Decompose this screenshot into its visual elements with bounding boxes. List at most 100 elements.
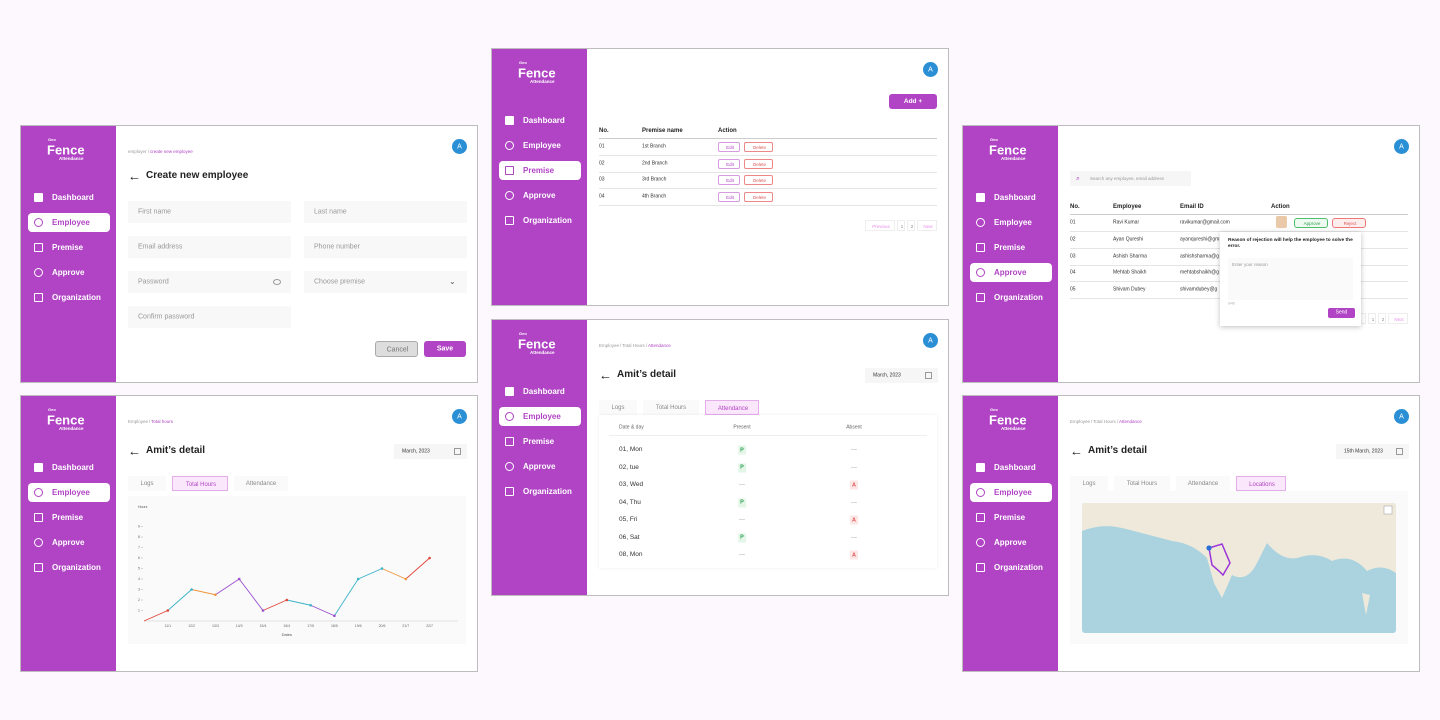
menu-item[interactable]: Premise: [499, 432, 581, 451]
send-button[interactable]: Send: [1328, 308, 1355, 318]
input-field[interactable]: Confirm password: [128, 306, 291, 328]
page-button[interactable]: Previous: [865, 220, 895, 231]
menu-label: Organization: [523, 487, 572, 496]
menu-item[interactable]: Employee: [499, 407, 581, 426]
cell: 03: [1070, 253, 1076, 260]
menu-item[interactable]: Organization: [28, 558, 110, 577]
menu-item[interactable]: Employee: [28, 483, 110, 502]
date-picker[interactable]: March, 2023: [865, 368, 938, 383]
tab[interactable]: Logs: [599, 400, 637, 415]
page-button[interactable]: 1: [897, 220, 905, 231]
input-field[interactable]: Email address: [128, 236, 291, 258]
delete-button[interactable]: Delete: [744, 175, 773, 185]
date-text: March, 2023: [873, 372, 901, 378]
add-button[interactable]: Add +: [889, 94, 937, 109]
menu-icon: [976, 293, 985, 302]
menu-item[interactable]: Organization: [970, 288, 1052, 307]
input-field[interactable]: First name: [128, 201, 291, 223]
menu-item[interactable]: Approve: [970, 263, 1052, 282]
menu-item[interactable]: Approve: [970, 533, 1052, 552]
approve-button[interactable]: Approve: [1294, 218, 1328, 228]
menu-item[interactable]: Dashboard: [499, 382, 581, 401]
employee-photo: [1276, 216, 1287, 228]
edit-button[interactable]: Edit: [718, 142, 740, 152]
delete-button[interactable]: Delete: [744, 142, 773, 152]
tab[interactable]: Attendance: [234, 476, 288, 491]
y-tick-label: 3: [138, 588, 140, 592]
menu-label: Dashboard: [523, 387, 565, 396]
map[interactable]: [1082, 503, 1396, 633]
tab[interactable]: Logs: [1070, 476, 1108, 491]
page-title: Amit’s detail: [146, 445, 206, 456]
menu-item[interactable]: Employee: [970, 213, 1052, 232]
menu-item[interactable]: Premise: [28, 238, 110, 257]
cell: Mehtab Shaikh: [1113, 269, 1147, 276]
menu-item[interactable]: Approve: [28, 533, 110, 552]
avatar: A: [923, 333, 938, 348]
page-button[interactable]: 1: [1368, 313, 1376, 324]
menu-item[interactable]: Premise: [28, 508, 110, 527]
menu-icon: [34, 193, 43, 202]
cell: Ravi Kumar: [1113, 219, 1140, 226]
save-button[interactable]: Save: [424, 341, 466, 357]
brand-sub: Attendance: [530, 349, 555, 355]
page-button[interactable]: 2: [907, 220, 915, 231]
reject-button[interactable]: Reject: [1332, 218, 1366, 228]
date-picker[interactable]: 15th March, 2023: [1336, 444, 1409, 459]
brand-sub: Attendance: [530, 78, 555, 84]
cancel-button[interactable]: Cancel: [375, 341, 418, 357]
page-label: Next: [923, 223, 933, 229]
tab[interactable]: Total Hours: [172, 476, 228, 491]
page-button[interactable]: 2: [1378, 313, 1386, 324]
page-button[interactable]: Next: [917, 220, 937, 231]
menu-item[interactable]: Approve: [499, 457, 581, 476]
menu-item[interactable]: Organization: [970, 558, 1052, 577]
data-point: [333, 614, 336, 618]
tab[interactable]: Locations: [1236, 476, 1286, 491]
panel: Geo Fence Attendance Dashboard Employee Premi…: [491, 319, 949, 596]
input-field[interactable]: Phone number: [304, 236, 467, 258]
search-box[interactable]: ⌕ Search any employee, email address: [1070, 171, 1191, 186]
menu-item[interactable]: Employee: [970, 483, 1052, 502]
menu-item[interactable]: Dashboard: [28, 188, 110, 207]
menu-icon: [34, 268, 43, 277]
tab[interactable]: Total Hours: [643, 400, 699, 415]
input-field[interactable]: Last name: [304, 201, 467, 223]
menu-item[interactable]: Dashboard: [28, 458, 110, 477]
tab[interactable]: Logs: [128, 476, 166, 491]
menu-item[interactable]: Premise: [970, 508, 1052, 527]
reason-textarea[interactable]: Enter your reason: [1228, 258, 1353, 300]
back-arrow: ←: [1070, 443, 1083, 459]
tab[interactable]: Attendance: [1176, 476, 1230, 491]
tab[interactable]: Attendance: [705, 400, 759, 415]
edit-button[interactable]: Edit: [718, 191, 740, 202]
chevron: ⌄: [449, 277, 456, 286]
menu-item[interactable]: Organization: [499, 211, 581, 230]
date-picker[interactable]: March, 2023: [394, 444, 467, 459]
menu-item[interactable]: Premise: [499, 161, 581, 180]
tab[interactable]: Total Hours: [1114, 476, 1170, 491]
menu-item[interactable]: Premise: [970, 238, 1052, 257]
menu-item[interactable]: Dashboard: [970, 188, 1052, 207]
page-button[interactable]: Next: [1388, 313, 1408, 324]
menu-item[interactable]: Approve: [28, 263, 110, 282]
menu-label: Approve: [994, 538, 1027, 547]
menu-item[interactable]: Dashboard: [970, 458, 1052, 477]
edit-button[interactable]: Edit: [718, 158, 740, 169]
menu-item[interactable]: Organization: [28, 288, 110, 307]
page-label: Previous: [872, 223, 890, 229]
menu-item[interactable]: Approve: [499, 186, 581, 205]
breadcrumb-sep: /: [1117, 418, 1119, 424]
edit-button[interactable]: Edit: [718, 175, 740, 185]
delete-button[interactable]: Delete: [744, 158, 773, 169]
menu-item[interactable]: Organization: [499, 482, 581, 501]
menu-item[interactable]: Dashboard: [499, 111, 581, 130]
input-field[interactable]: Password: [128, 271, 291, 293]
menu-item[interactable]: Employee: [28, 213, 110, 232]
column-header: Employee: [1113, 204, 1142, 210]
input-field[interactable]: Choose premise ⌄: [304, 271, 467, 293]
menu-item[interactable]: Employee: [499, 136, 581, 155]
menu-icon: [505, 437, 514, 446]
delete-button[interactable]: Delete: [744, 191, 773, 202]
data-point: [356, 577, 360, 581]
